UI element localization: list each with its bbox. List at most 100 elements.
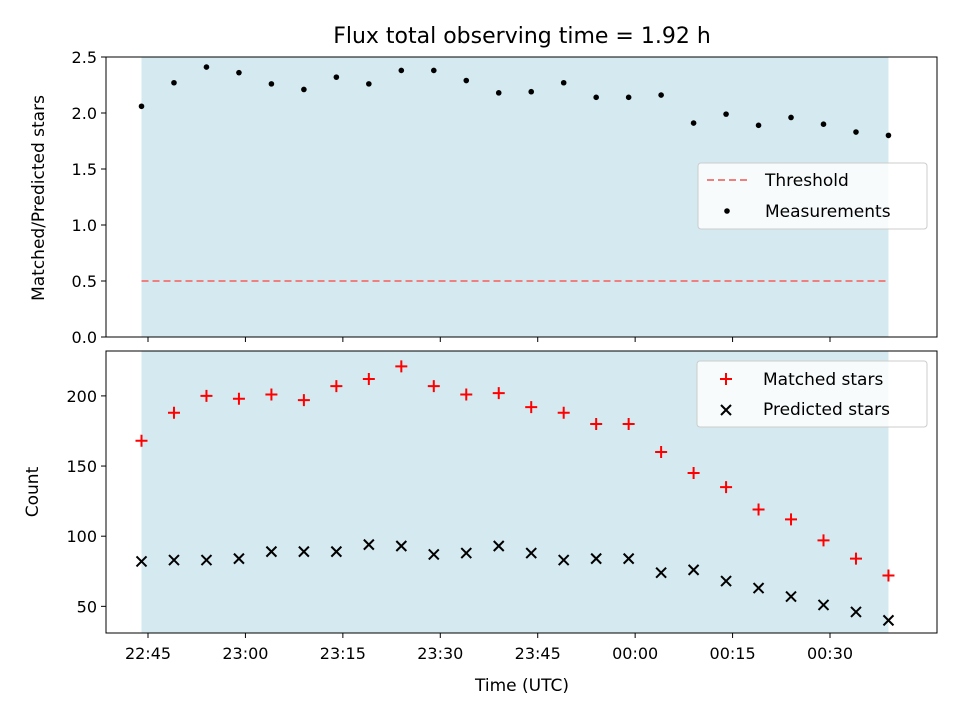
bottom-y-tick-label: 150 (66, 457, 97, 476)
matched-star-point (590, 417, 603, 430)
measurement-point (268, 81, 275, 87)
measurement-point (203, 64, 210, 70)
matched-star-point (785, 513, 798, 526)
predicted-star-point (135, 555, 148, 568)
bottom-y-ticks: 50 100 150 200 (66, 387, 106, 616)
matched-star-point (849, 552, 862, 565)
measurement-point (171, 79, 177, 86)
predicted-star-point (330, 545, 343, 558)
matched-star-point (817, 534, 830, 547)
x-tick-label: 23:15 (320, 644, 366, 663)
matched-star-point (492, 387, 505, 400)
matched-star-point (655, 446, 668, 459)
measurement-point (788, 114, 794, 121)
x-tick-label: 22:45 (125, 644, 171, 663)
measurement-point (236, 69, 242, 76)
measurement-point (690, 120, 697, 126)
bottom-y-label: Count (23, 466, 43, 517)
measurement-point (495, 90, 502, 96)
legend-matched-label: Matched stars (763, 370, 883, 390)
predicted-star-point (428, 548, 440, 561)
measurement-point (593, 94, 599, 101)
matched-star-point (395, 360, 408, 373)
measurement-point (755, 122, 762, 129)
bottom-legend-box (696, 360, 928, 428)
measurement-point (853, 129, 859, 135)
bottom-y-tick-label: 200 (66, 387, 97, 406)
predicted-star-point (687, 564, 700, 576)
x-tick-label: 00:00 (612, 644, 658, 663)
matched-star-point (362, 373, 375, 386)
measurement-point (658, 92, 664, 98)
top-axes-frame (105, 56, 938, 338)
measurement-point (366, 81, 372, 87)
matched-star-point (720, 481, 733, 494)
measurement-point (723, 111, 729, 117)
matched-star-point (622, 417, 635, 430)
top-y-tick-label: 1.5 (72, 160, 97, 179)
matched-star-point (882, 569, 895, 582)
top-y-tick-label: 2.0 (72, 104, 97, 123)
top-y-ticks: 0.0 0.5 1.0 1.5 2.0 2.5 (72, 48, 106, 347)
measurement-point (885, 132, 892, 139)
chart-title: Flux total observing time = 1.92 h (333, 24, 711, 49)
predicted-star-point (655, 566, 667, 579)
x-tick-label: 00:30 (807, 644, 853, 663)
matched-star-point (167, 406, 180, 419)
matched-star-point (330, 380, 343, 393)
top-panel: 0.0 0.5 1.0 1.5 2.0 2.5 Matched/Predicted sta… (29, 48, 938, 347)
predicted-star-point (785, 590, 797, 603)
bottom-y-tick-label: 100 (66, 527, 97, 546)
predicted-star-point (817, 599, 830, 611)
predicted-star-point (168, 554, 180, 566)
x-tick-label: 23:45 (515, 644, 561, 663)
legend-threshold-label: Threshold (764, 171, 849, 191)
x-tick-label: 23:00 (222, 644, 268, 663)
count-points (135, 360, 895, 627)
bottom-panel: 50 100 150 200 22:45 23:00 23:15 23:30 23:45 00:… (23, 350, 938, 696)
legend-predicted-label: Predicted stars (763, 400, 890, 420)
matched-star-point (525, 401, 538, 414)
x-tick-label: 00:15 (710, 644, 756, 663)
measurement-points (138, 64, 892, 139)
legend-matched-swatch (720, 373, 732, 385)
bottom-x-ticks: 22:45 23:00 23:15 23:30 23:45 00:00 00:15 00:30 (125, 633, 853, 663)
matched-star-point (200, 389, 213, 402)
predicted-star-point (590, 552, 602, 565)
predicted-star-point (395, 540, 408, 552)
top-y-tick-label: 0.0 (72, 328, 97, 347)
top-y-tick-label: 2.5 (72, 48, 97, 67)
top-y-tick-label: 0.5 (72, 272, 97, 291)
predicted-star-point (720, 575, 732, 587)
matched-star-point (265, 388, 278, 401)
predicted-star-point (752, 582, 765, 594)
bottom-legend: Matched stars Predicted stars (696, 360, 928, 428)
x-tick-label: 23:30 (417, 644, 463, 663)
measurement-point (625, 94, 632, 101)
top-x-ticks (147, 337, 831, 342)
x-axis-label: Time (UTC) (474, 676, 569, 696)
top-y-label: Matched/Predicted stars (29, 95, 49, 301)
bottom-y-tick-label: 50 (77, 597, 97, 616)
measurement-point (560, 79, 567, 86)
predicted-star-point (298, 545, 310, 558)
predicted-star-point (525, 547, 537, 559)
predicted-star-point (557, 554, 570, 566)
predicted-star-point (200, 554, 213, 566)
predicted-star-point (622, 552, 635, 565)
measurement-point (820, 121, 827, 127)
predicted-star-point (882, 614, 895, 627)
predicted-star-point (265, 545, 278, 558)
predicted-star-point (493, 540, 505, 552)
measurement-point (430, 67, 437, 74)
predicted-star-point (850, 606, 862, 618)
top-legend-box (697, 162, 928, 230)
matched-star-point (232, 392, 245, 405)
legend-predicted-swatch (720, 404, 732, 416)
matched-star-point (460, 388, 473, 401)
legend-measurements-label: Measurements (765, 202, 891, 222)
measurement-point (398, 67, 405, 74)
matched-star-point (135, 434, 148, 447)
measurement-point (463, 77, 470, 84)
